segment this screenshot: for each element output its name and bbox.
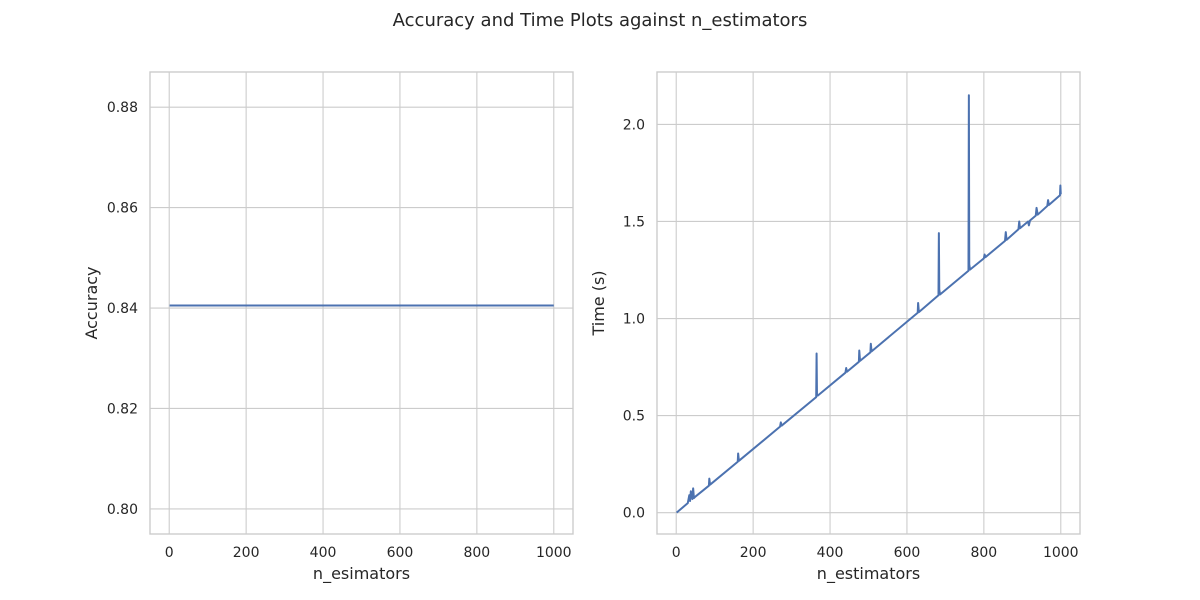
figure-title: Accuracy and Time Plots against n_estima… [393, 10, 808, 31]
accuracy-plot-frame [149, 71, 574, 535]
accuracy-x-tick-label: 200 [233, 545, 260, 561]
time-y-tick-label: 2.0 [623, 117, 645, 133]
time-y-tick-label: 0.0 [623, 506, 645, 522]
time-x-tick-label: 1000 [1043, 545, 1079, 561]
time-y-axis-label: Time (s) [589, 270, 608, 336]
time-x-tick-label: 400 [817, 545, 844, 561]
accuracy-y-tick-label: 0.86 [107, 201, 138, 217]
time-panel: 0 200 400 600 800 1000 0.0 0.5 1.0 1.5 2.0 n_estima… [589, 71, 1081, 584]
time-y-tick-label: 0.5 [623, 409, 645, 425]
accuracy-y-axis-label: Accuracy [82, 266, 101, 339]
accuracy-y-tick-label: 0.88 [107, 100, 138, 116]
accuracy-x-tick-label: 800 [463, 545, 490, 561]
time-y-tick-label: 1.0 [623, 312, 645, 328]
time-x-tick-label: 600 [894, 545, 921, 561]
accuracy-x-tick-label: 600 [387, 545, 414, 561]
accuracy-y-tick-label: 0.84 [107, 301, 138, 317]
accuracy-panel: 0 200 400 600 800 1000 0.80 0.82 0.84 0.86 0.88 n_e… [82, 71, 574, 584]
accuracy-x-axis-label: n_esimators [313, 564, 410, 584]
time-x-tick-label: 200 [740, 545, 767, 561]
accuracy-x-tick-label: 400 [310, 545, 337, 561]
time-x-tick-label: 0 [672, 545, 681, 561]
time-plot-frame [656, 71, 1081, 535]
accuracy-y-tick-label: 0.82 [107, 401, 138, 417]
accuracy-x-tick-label: 1000 [536, 545, 572, 561]
accuracy-x-tick-label: 0 [165, 545, 174, 561]
time-x-axis-label: n_estimators [817, 564, 920, 584]
time-x-tick-label: 800 [970, 545, 997, 561]
time-series-line [675, 94, 1062, 514]
accuracy-y-tick-label: 0.80 [107, 502, 138, 518]
time-y-tick-label: 1.5 [623, 214, 645, 230]
